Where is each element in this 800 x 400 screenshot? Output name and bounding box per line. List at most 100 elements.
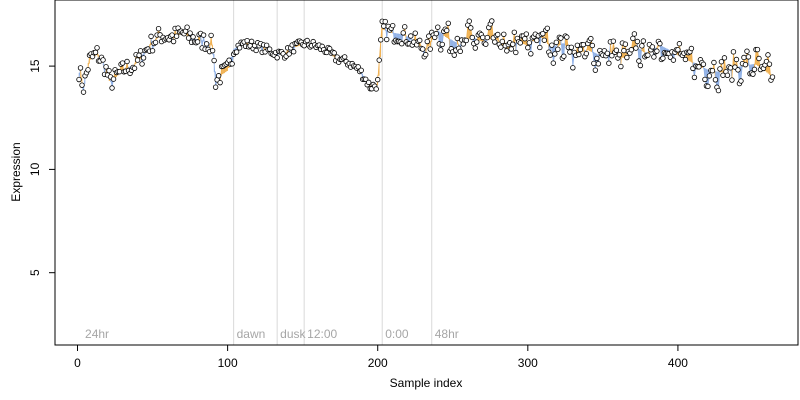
data-point [513,49,519,56]
data-point [555,46,561,53]
data-point [547,52,554,58]
data-point [212,84,219,90]
data-point [616,52,623,58]
data-point [633,45,639,51]
data-point [375,76,381,83]
data-point [109,85,115,91]
data-point [621,47,627,54]
data-point [134,57,141,63]
data-point [754,46,761,53]
data-point [466,18,472,24]
data-point [610,38,617,44]
data-point [495,31,501,38]
data-point [741,54,747,61]
data-point [640,38,647,44]
data-point [382,18,388,25]
data-point [420,46,426,52]
data-point [540,30,546,37]
y-tick-label: 5 [28,269,42,276]
data-point [376,57,382,63]
data-point [756,55,762,62]
data-point [139,61,145,67]
data-point [483,41,489,47]
data-point [558,35,564,41]
x-tick-label: 400 [668,356,688,370]
data-point [137,48,144,54]
data-point [399,41,405,47]
data-point [412,30,418,36]
data-point [76,76,82,83]
data-point [550,60,557,66]
data-point [567,49,573,55]
data-point [651,54,657,60]
data-point [589,42,596,49]
data-point [534,37,540,44]
data-point [537,44,543,51]
x-tick-label: 100 [218,356,238,370]
data-point [266,46,273,52]
data-point [718,59,725,65]
data-point [700,61,707,67]
y-axis: 5 10 15 [28,59,56,276]
data-point [645,52,651,58]
data-point [439,41,445,48]
data-point [149,48,156,54]
data-point [751,66,758,73]
data-point [248,38,255,45]
data-point [544,25,551,31]
data-point [185,35,192,41]
data-point [705,83,711,90]
data-point [715,87,722,94]
data-point [124,58,130,65]
data-point [574,42,581,49]
data-point [390,22,396,29]
data-point [631,31,638,37]
data-point [435,24,441,30]
data-point [570,65,576,71]
data-point [472,45,478,51]
data-point [595,61,602,67]
data-point [592,67,599,73]
data-point [634,38,641,45]
annotation-labels: 24hr dawn dusk 12:00 0:00 48hr [85,327,459,341]
data-point [355,64,361,70]
data-point [211,57,217,64]
data-point [511,29,518,35]
data-point [110,76,117,82]
data-point [200,32,207,38]
data-point [649,44,656,50]
data-point [501,31,507,38]
data-point [286,51,292,57]
x-tick-label: 0 [74,356,81,370]
data-point [576,51,582,58]
data-point [696,64,702,70]
data-point [100,57,106,63]
data-point [577,46,584,53]
data-point [244,37,250,44]
data-point [742,61,749,68]
data-point [438,47,444,53]
data-point [253,47,259,54]
data-point [474,39,480,45]
y-tick-label: 10 [28,162,42,176]
data-point [215,73,222,79]
data-point [106,67,112,74]
annotation-label: 48hr [435,327,459,341]
data-point [549,42,555,48]
data-point [636,58,642,64]
data-point [445,20,451,26]
data-point [304,37,310,44]
data-point [702,76,708,83]
data-point [717,66,723,72]
data-point [622,41,629,47]
data-point [131,65,138,71]
data-point [750,71,756,77]
data-point [187,30,193,36]
data-point [454,35,460,42]
data-point [745,54,752,60]
data-point [508,46,515,52]
data-point [331,50,337,56]
data-point [630,35,636,42]
data-point [766,61,773,67]
